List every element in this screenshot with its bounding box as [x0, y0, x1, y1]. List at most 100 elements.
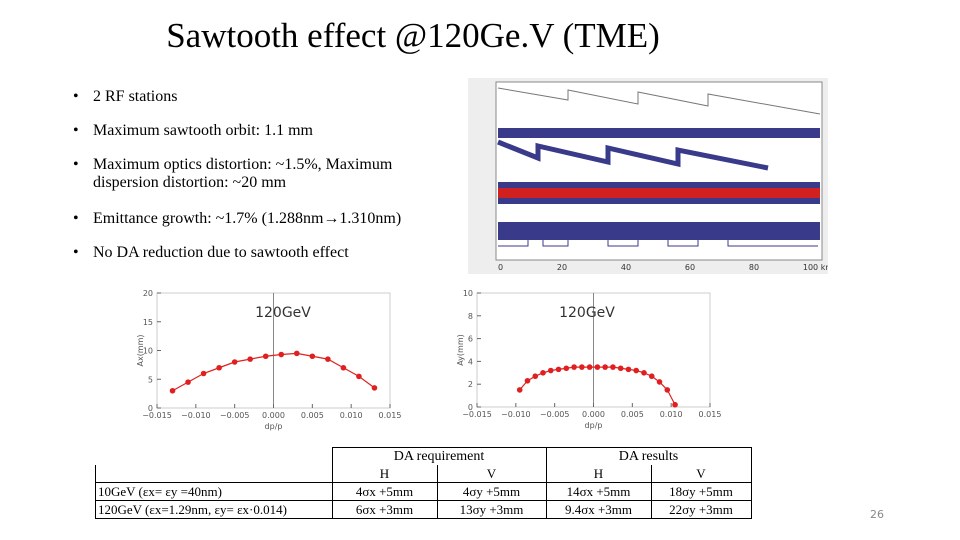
- cell: 120GeV (εx=1.29nm, εy= εx·0.014): [95, 500, 333, 519]
- y-axis-label: Ax(mm): [136, 334, 145, 366]
- data-point: [656, 379, 663, 385]
- chart-title: 120GeV: [255, 305, 311, 321]
- cell: 18σy +5mm: [650, 482, 752, 501]
- data-point: [371, 385, 378, 391]
- data-point: [594, 364, 601, 370]
- data-point: [602, 364, 608, 370]
- data-point: [648, 373, 655, 380]
- data-point: [231, 359, 238, 365]
- data-point: [664, 387, 671, 393]
- x-tick-label: −0.010: [181, 411, 211, 420]
- data-point: [586, 364, 593, 370]
- x-tick-label: −0.005: [220, 411, 250, 420]
- x-tick-label: 0.015: [699, 410, 722, 419]
- x-tick-label: −0.010: [501, 410, 531, 419]
- data-point: [579, 364, 585, 370]
- chart-title: 120GeV: [559, 305, 615, 321]
- y-tick-label: 8: [468, 312, 473, 321]
- x-label: 80: [749, 263, 759, 272]
- y-axis-label: Ay(mm): [456, 334, 465, 366]
- y-tick-label: 4: [468, 357, 473, 366]
- sawtooth: [497, 87, 821, 115]
- x-tick-label: 0.010: [660, 410, 683, 419]
- sub-header: V: [436, 465, 547, 483]
- data-point: [216, 364, 222, 371]
- bullet: • 2 RF stations: [73, 88, 443, 106]
- x-label: 60: [685, 263, 695, 272]
- data-point: [247, 356, 253, 362]
- data-point: [169, 387, 176, 394]
- data-point: [563, 365, 570, 372]
- y-tick-label: 5: [148, 375, 153, 384]
- cell: 22σy +3mm: [650, 500, 752, 519]
- bullet: • Maximum sawtooth orbit: 1.1 mm: [73, 122, 443, 140]
- data-point: [294, 350, 300, 357]
- data-point: [325, 356, 331, 362]
- bullet-text: 2 RF stations: [93, 88, 178, 105]
- x-tick-label: 0.005: [621, 410, 644, 419]
- y-tick-label: 2: [468, 380, 473, 389]
- x-tick-label: 0.000: [582, 410, 605, 419]
- x-label: 20: [557, 263, 567, 272]
- data-point: [309, 353, 316, 360]
- data-point: [540, 370, 546, 376]
- group-header: DA results: [545, 447, 752, 465]
- cell: 10GeV (εx= εy =40nm): [95, 482, 333, 501]
- x-tick-label: 0.015: [379, 411, 402, 420]
- x-axis-label: dp/p: [265, 422, 283, 431]
- sub-header: H: [545, 465, 652, 483]
- x-tick-label: 0.000: [262, 411, 285, 420]
- data-point: [672, 401, 678, 408]
- cell: 13σy +3mm: [436, 500, 547, 519]
- y-tick-label: 10: [463, 289, 473, 298]
- y-tick-label: 6: [468, 335, 473, 344]
- x-tick-label: −0.005: [540, 410, 570, 419]
- y-tick-label: 0: [468, 403, 473, 412]
- bullet-text: Maximum optics distortion: ~1.5%, Maximu…: [93, 156, 393, 191]
- x-axis-label: dp/p: [585, 421, 603, 430]
- trace: [498, 227, 818, 247]
- x-tick-label: −0.015: [462, 410, 492, 419]
- x-tick-label: −0.015: [142, 411, 172, 420]
- bullet: • No DA reduction due to sawtooth effect: [73, 244, 443, 262]
- data-point: [340, 364, 347, 371]
- x-label: 100 km: [803, 263, 828, 272]
- data-point: [547, 367, 554, 374]
- data-point: [200, 370, 207, 377]
- x-tick-label: 0.010: [340, 411, 363, 420]
- bullet-text: No DA reduction due to sawtooth effect: [93, 244, 349, 261]
- x-labels: 0 20 40 60 80 100 km: [498, 263, 828, 272]
- x-label: 0: [498, 263, 503, 272]
- sub-header: V: [650, 465, 752, 483]
- x-label: 40: [621, 263, 631, 272]
- data-point: [555, 366, 562, 373]
- data-point: [625, 366, 632, 373]
- data-point: [571, 364, 577, 370]
- data-point: [278, 351, 285, 358]
- cell: 6σx +3mm: [331, 500, 438, 519]
- y-tick-label: 15: [143, 318, 153, 327]
- bullet-text: Emittance growth: ~1.7% (1.288nm→1.310nm…: [93, 210, 402, 227]
- bullet: • Emittance growth: ~1.7% (1.288nm→1.310n…: [73, 210, 443, 228]
- composite-plot: 0 20 40 60 80 100 km: [468, 78, 828, 274]
- cell: 4σy +5mm: [436, 482, 547, 501]
- page-number: 26: [870, 508, 884, 521]
- cell: 9.4σx +3mm: [545, 500, 652, 519]
- y-tick-label: 10: [143, 347, 153, 356]
- data-point: [617, 365, 624, 372]
- band: [498, 188, 820, 198]
- band: [498, 128, 820, 138]
- cell: 4σx +5mm: [331, 482, 438, 501]
- data-point: [356, 373, 362, 380]
- chart: 0 2 4 6 8 10 −0.015 −0.010 −0.005 0.000 0.005 0.010…: [456, 289, 722, 430]
- orbit: [497, 139, 769, 171]
- cell: 14σx +5mm: [545, 482, 652, 501]
- slide-title: Sawtooth effect @120Ge.V (TME): [166, 16, 660, 55]
- bullet-text: Maximum sawtooth orbit: 1.1 mm: [93, 122, 313, 139]
- y-tick-label: 0: [148, 404, 153, 413]
- data-point: [641, 370, 647, 376]
- group-header: DA requirement: [331, 447, 547, 465]
- sub-header: H: [331, 465, 438, 483]
